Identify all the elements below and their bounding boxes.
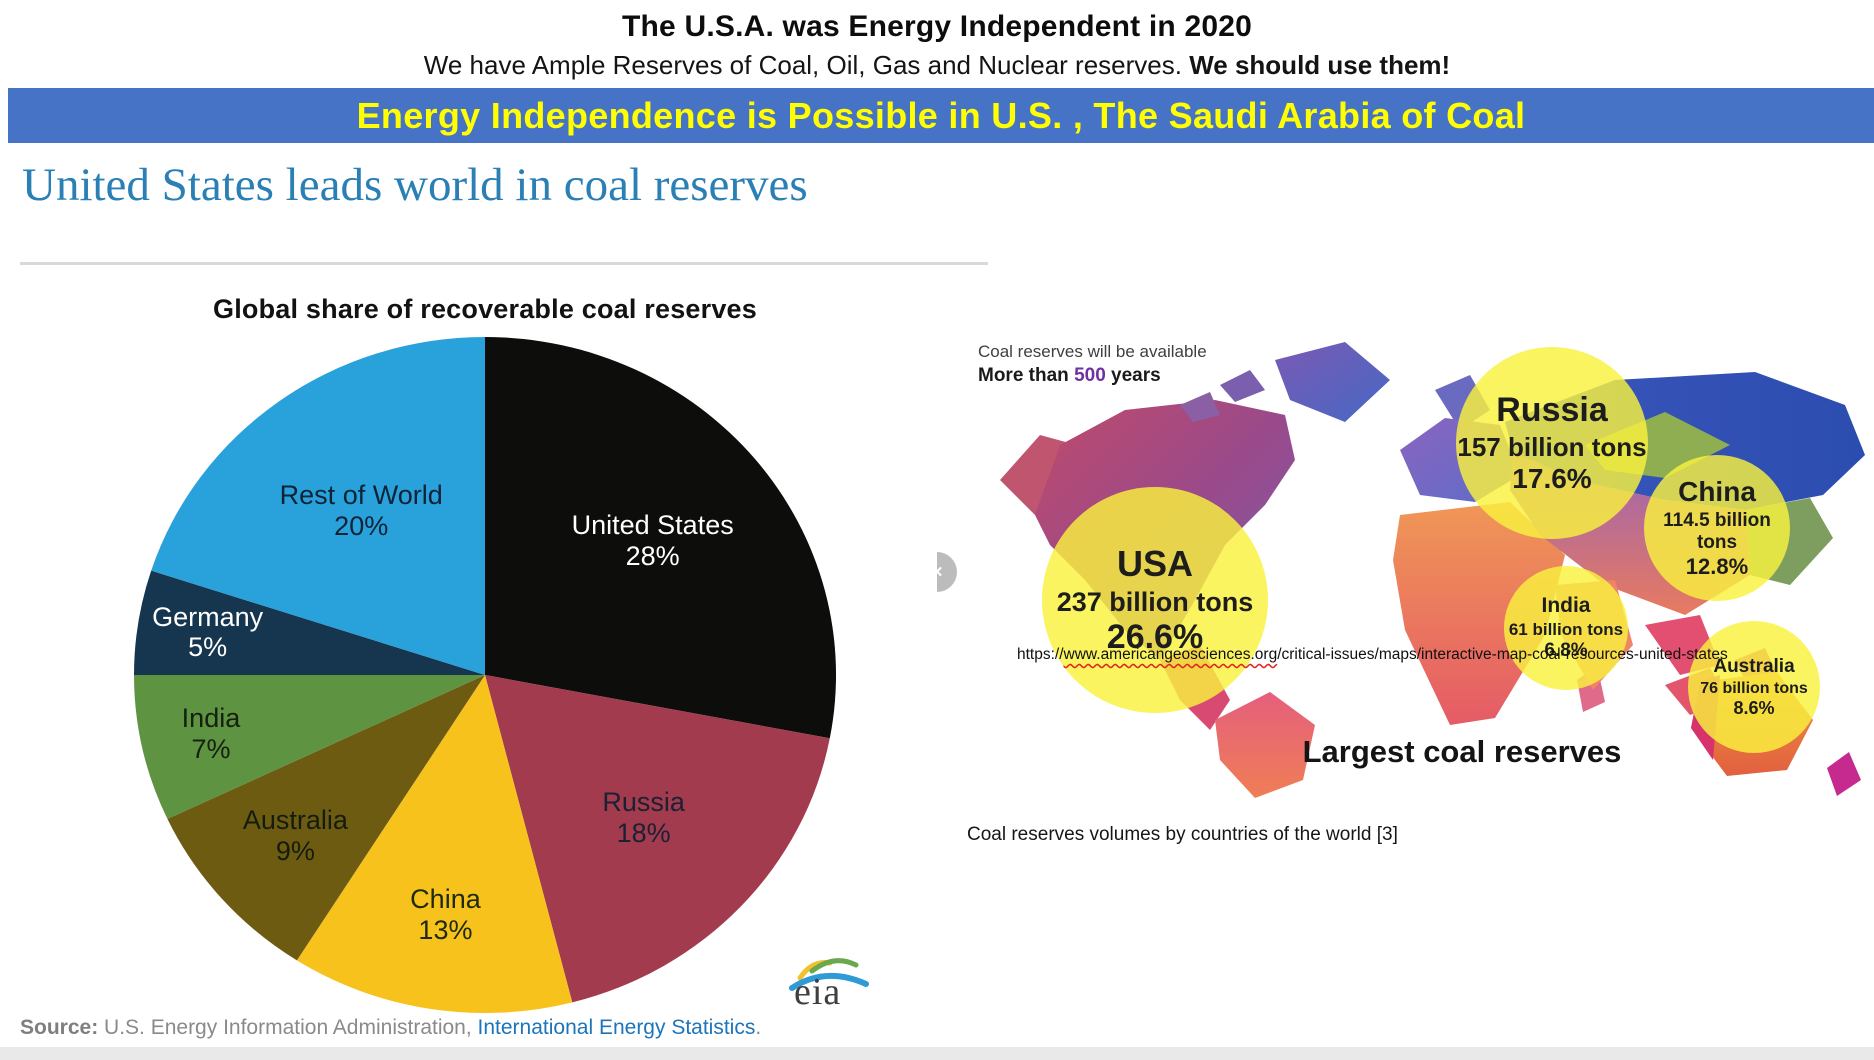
- map-title: Largest coal reserves: [1302, 734, 1622, 769]
- arctic-island: [1220, 370, 1265, 402]
- map-caption: Coal reserves volumes by countries of th…: [967, 824, 1398, 845]
- bubble-amount: 237 billion tons: [1056, 587, 1254, 617]
- eia-logo-swoosh-icon: [789, 958, 869, 991]
- bubble-amount: 76 billion tons: [1700, 679, 1808, 697]
- reserve-bubble-australia: Australia 76 billion tons 8.6%: [1688, 621, 1820, 753]
- pie-slice-united-states: [485, 337, 837, 739]
- bubble-country-name: Russia: [1496, 391, 1608, 429]
- map-source-url[interactable]: https://www.americangeosciences.org/crit…: [1017, 646, 1728, 663]
- bubble-layer: USA 237 billion tons 26.6% Russia 157 billio…: [965, 330, 1874, 800]
- bubble-amount: 157 billion tons: [1457, 432, 1647, 462]
- pie-slice-rest-of-world: [151, 337, 485, 675]
- pie-slice-china: [296, 675, 573, 1014]
- bubble-country-name: Australia: [1713, 655, 1795, 677]
- pie-slice-australia: [167, 675, 485, 961]
- bubble-percent: 8.6%: [1733, 697, 1775, 718]
- bubble-percent: 26.6%: [1106, 618, 1204, 656]
- reserve-bubble-china: China 114.5 billion tons 12.8%: [1644, 455, 1790, 601]
- bubble-percent: 12.8%: [1685, 554, 1749, 579]
- bubble-amount: 114.5 billion tons: [1663, 510, 1771, 553]
- pie-slice-india: [134, 675, 485, 819]
- subtitle-bold: We should use them!: [1189, 50, 1451, 80]
- pie-slice-russia: [485, 675, 830, 1003]
- bubble-percent: 17.6%: [1512, 463, 1592, 494]
- close-icon: ✕: [937, 563, 943, 581]
- url-spellcheck-segment: www.americangeosciences.org: [1063, 646, 1278, 663]
- pie-svg: [134, 337, 837, 1014]
- bubble-country-name: USA: [1116, 543, 1193, 584]
- region-new-zealand: [1827, 752, 1861, 796]
- section-heading: United States leads world in coal reserv…: [22, 159, 808, 211]
- source-suffix: .: [755, 1016, 762, 1039]
- continent-south-america: [1215, 692, 1315, 798]
- source-prefix: Source:: [20, 1016, 99, 1039]
- bubble-country-name: India: [1541, 594, 1591, 617]
- reserve-bubble-india: India 61 billion tons 6.8%: [1504, 566, 1628, 690]
- reserve-bubble-usa: USA 237 billion tons 26.6%: [1042, 487, 1268, 713]
- pie-slice-germany: [134, 570, 485, 675]
- source-link[interactable]: International Energy Statistics: [477, 1016, 756, 1039]
- nav-arrow-button[interactable]: ✕: [937, 552, 957, 592]
- source-line: Source: U.S. Energy Information Administ…: [20, 1016, 761, 1040]
- availability-note-line1: Coal reserves will be available: [978, 342, 1207, 361]
- source-text: U.S. Energy Information Administration,: [98, 1016, 478, 1039]
- region-greenland: [1275, 342, 1390, 422]
- availability-note-line2: More than 500 years: [978, 365, 1161, 386]
- banner: Energy Independence is Possible in U.S. …: [8, 88, 1874, 143]
- bubble-amount: 61 billion tons: [1508, 620, 1624, 639]
- bubble-country-name: China: [1678, 476, 1756, 507]
- page-subtitle: We have Ample Reserves of Coal, Oil, Gas…: [0, 50, 1874, 81]
- nav-arrow-disc: ✕: [937, 552, 957, 592]
- reserve-bubble-russia: Russia 157 billion tons 17.6%: [1456, 347, 1648, 539]
- arctic-island: [1180, 392, 1220, 422]
- pie-chart-title: Global share of recoverable coal reserve…: [213, 294, 757, 324]
- bottom-strip: [0, 1047, 1874, 1060]
- heading-underline: [20, 262, 988, 265]
- banner-text: Energy Independence is Possible in U.S. …: [356, 94, 1526, 136]
- page-title: The U.S.A. was Energy Independent in 202…: [621, 10, 1253, 43]
- pie-chart: United States 28% Russia 18% China 13% Austral…: [130, 335, 840, 1015]
- bubble-percent: 6.8%: [1544, 640, 1588, 661]
- subtitle-normal: We have Ample Reserves of Coal, Oil, Gas…: [423, 50, 1190, 80]
- coal-reserves-map: USA 237 billion tons 26.6% Russia 157 billio…: [965, 330, 1874, 800]
- availability-note: Coal reserves will be available More tha…: [978, 342, 1207, 387]
- eia-logo-text: eia: [794, 971, 842, 1013]
- eia-logo: eia: [778, 952, 870, 1014]
- years-highlight: 500: [1074, 365, 1106, 386]
